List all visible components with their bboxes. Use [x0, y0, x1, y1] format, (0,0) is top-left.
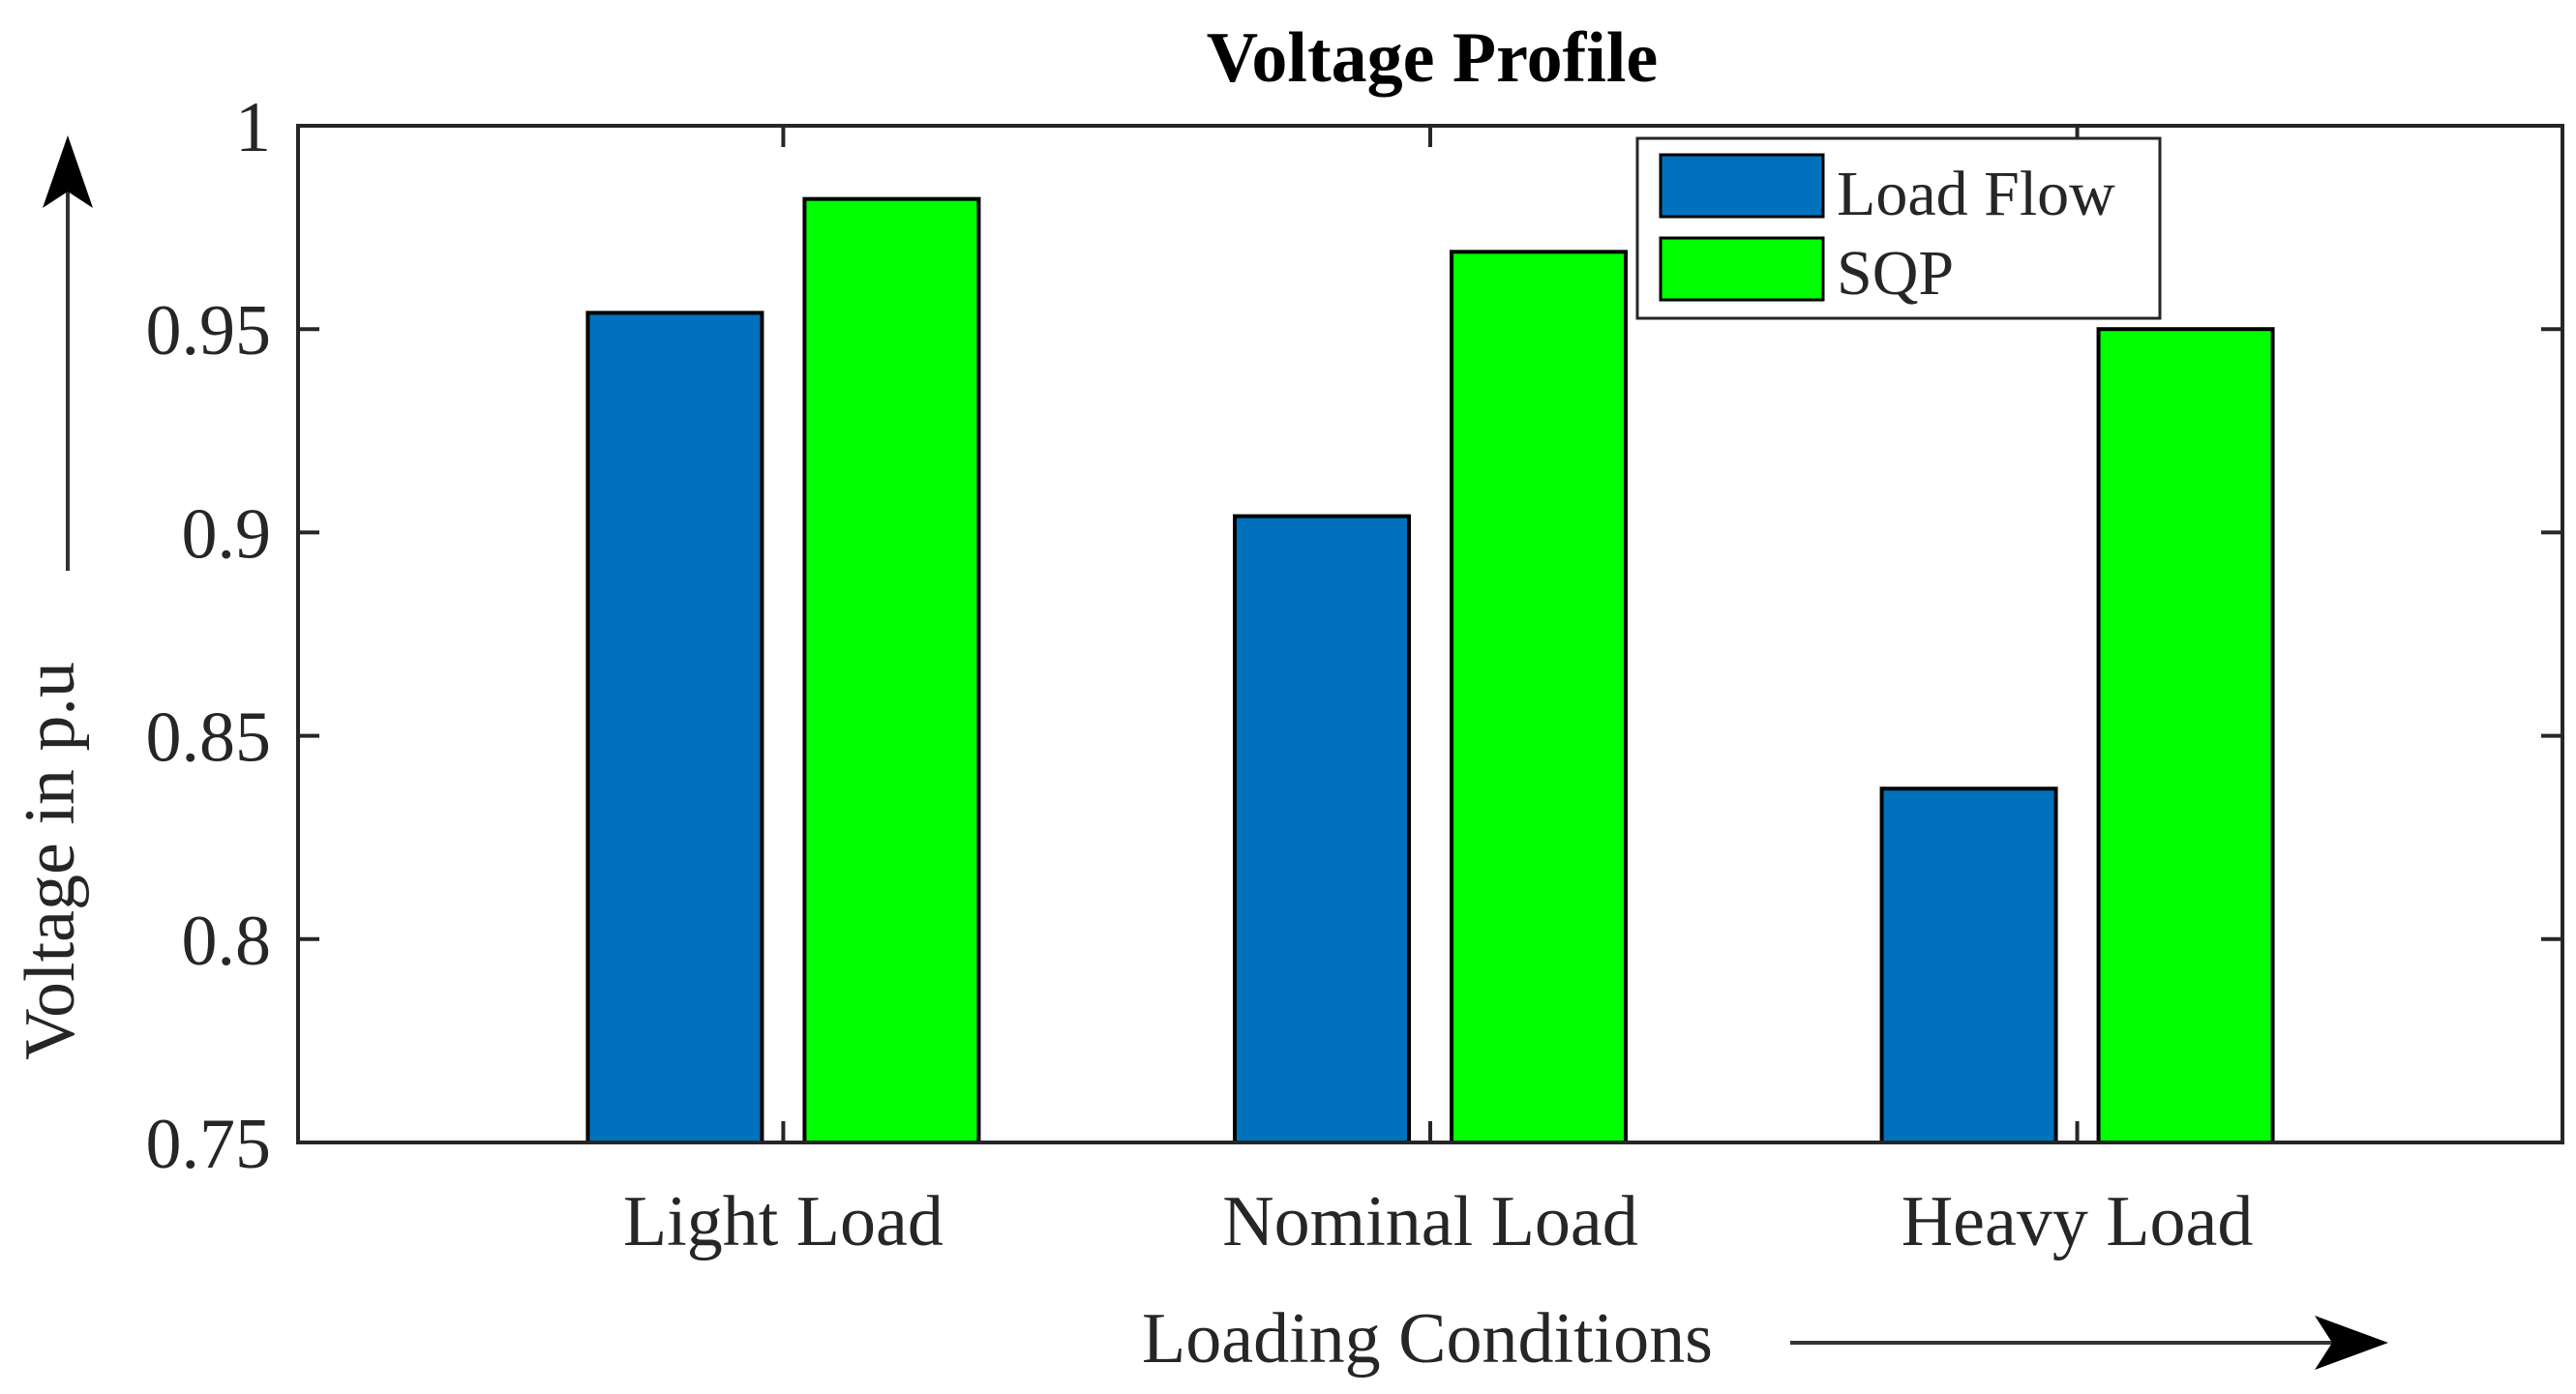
y-tick-label: 0.75: [146, 1105, 272, 1184]
legend-label-sqp: SQP: [1837, 238, 1954, 309]
bar-load-flow-3: [1879, 786, 2058, 1144]
bars-group: [585, 196, 2275, 1145]
x-axis: Light Load Nominal Load Heavy Load: [623, 126, 2253, 1261]
bar-sqp-3: [2096, 327, 2275, 1144]
y-axis-arrow-icon: [43, 135, 93, 208]
legend-label-load-flow: Load Flow: [1837, 159, 2115, 229]
bar-load-flow-2: [1233, 514, 1411, 1144]
x-axis-arrow-icon: [2315, 1316, 2388, 1370]
chart-title: Voltage Profile: [1207, 18, 1659, 98]
x-axis-label-group: Loading Conditions: [1142, 1299, 2388, 1379]
x-tick-label: Light Load: [623, 1182, 944, 1261]
y-tick-label: 0.95: [146, 291, 272, 371]
legend-swatch-sqp: [1659, 236, 1825, 302]
legend-swatch-load-flow: [1659, 153, 1825, 219]
y-tick-label: 0.85: [146, 698, 272, 778]
x-tick-label: Heavy Load: [1902, 1182, 2254, 1261]
y-axis-label-group: Voltage in p.u: [11, 135, 93, 1060]
y-tick-label: 1: [235, 88, 271, 167]
y-tick-label: 0.8: [182, 902, 272, 981]
bar-sqp-1: [802, 196, 981, 1144]
bar-load-flow-1: [585, 311, 764, 1145]
bar-sqp-2: [1450, 250, 1628, 1145]
x-tick-label: Nominal Load: [1222, 1182, 1638, 1261]
y-axis: 0.75 0.8 0.85 0.9 0.95 1: [146, 88, 2562, 1184]
legend: Load Flow SQP: [1635, 136, 2162, 320]
x-axis-label: Loading Conditions: [1142, 1299, 1713, 1379]
y-tick-label: 0.9: [182, 494, 272, 574]
y-axis-label: Voltage in p.u: [11, 662, 90, 1060]
